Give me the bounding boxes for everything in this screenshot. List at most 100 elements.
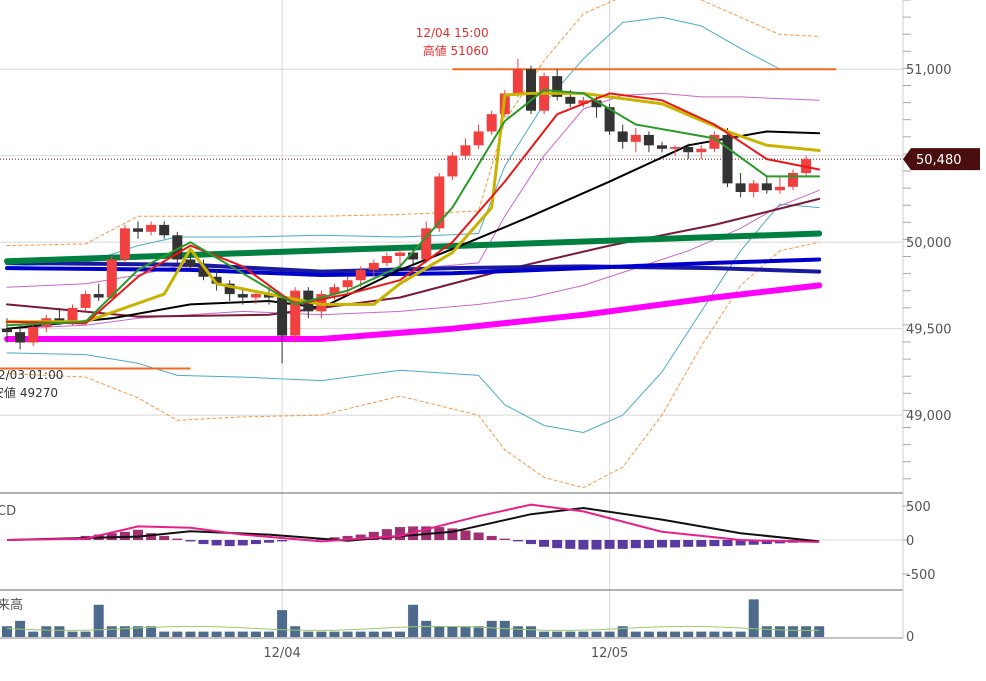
volume-bar: [774, 626, 785, 637]
series-line-ma-long-1: [5, 257, 822, 277]
current-price-label: 50,480: [916, 153, 962, 168]
volume-bar: [630, 631, 641, 637]
candle-body: [460, 145, 471, 156]
volume-bar: [264, 631, 274, 637]
candle-body: [748, 183, 759, 193]
macd-histogram-bar: [329, 537, 340, 540]
candle-body: [211, 276, 222, 284]
macd-histogram-bar: [211, 540, 222, 546]
macd-histogram-bar: [146, 533, 157, 540]
macd-histogram-bar: [578, 540, 589, 550]
macd-histogram-bar: [198, 540, 209, 545]
candle-body: [591, 100, 602, 108]
macd-signal-line: [6, 506, 820, 543]
volume-bar: [93, 604, 104, 637]
candle-body: [355, 269, 366, 281]
macd-tick-label: 0: [906, 534, 914, 549]
price-tick-label: 51,000: [906, 63, 952, 78]
volume-bar: [696, 631, 707, 637]
macd-tick-label: -500: [906, 568, 936, 583]
candle-body: [722, 134, 733, 184]
series-line-ichimoku-span-a: [4, 230, 823, 265]
candle-body: [185, 259, 196, 267]
volume-bar: [28, 631, 39, 637]
candle-body: [486, 114, 497, 132]
candle-body: [683, 147, 694, 153]
candle-body: [250, 294, 261, 298]
volume-bar: [185, 631, 196, 637]
macd-histogram-bar: [512, 540, 523, 542]
volume-bar: [146, 626, 157, 637]
candle-body: [93, 294, 104, 298]
current-price-badge-bg: [903, 148, 980, 171]
volume-bar: [277, 610, 288, 637]
macd-histogram-bar: [526, 540, 536, 545]
volume-bar: [159, 631, 170, 637]
volume-bar: [526, 626, 536, 637]
macd-histogram-bar: [368, 531, 379, 540]
candle-body: [329, 287, 340, 295]
volume-bar: [211, 631, 222, 637]
volume-bar: [250, 631, 261, 637]
macd-histogram-bar: [381, 529, 392, 540]
macd-histogram-bar: [696, 540, 707, 547]
macd-histogram-bar: [159, 535, 170, 540]
volume-bar: [657, 631, 667, 637]
macd-histogram-bar: [473, 532, 484, 540]
price-tick-label: 49,000: [906, 409, 952, 424]
candle-body: [408, 252, 419, 260]
candle-body: [552, 76, 563, 97]
candle-body: [316, 294, 327, 312]
candle-body: [630, 134, 641, 142]
volume-bar: [735, 631, 746, 637]
volume-bar: [486, 620, 497, 637]
candle-body: [774, 186, 785, 191]
candle-body: [133, 228, 143, 232]
macd-histogram-bar: [250, 540, 261, 545]
macd-histogram-bar: [133, 529, 143, 540]
volume-average-line: [6, 625, 820, 631]
volume-tick-label: 0: [906, 630, 914, 645]
high-annotation-label: 高値 51060: [423, 43, 489, 58]
macd-histogram-bar: [264, 540, 274, 543]
volume-bar: [381, 631, 392, 637]
low-annotation-label: 安値 49270: [0, 385, 58, 400]
macd-histogram-bar: [539, 540, 550, 547]
volume-bar: [303, 631, 314, 637]
candle-body: [447, 155, 458, 177]
macd-histogram-bar: [722, 540, 733, 547]
volume-bar: [342, 631, 353, 637]
candle-body: [119, 228, 130, 260]
series-line-bb-lower-3: [6, 241, 820, 489]
macd-histogram-bar: [460, 530, 471, 540]
volume-bar: [224, 631, 235, 637]
macd-histogram-bar: [342, 535, 353, 540]
candle-body: [617, 131, 628, 142]
volume-bar: [80, 631, 91, 637]
volume-bar: [395, 631, 405, 637]
candle-body: [290, 290, 301, 336]
volume-bar: [814, 626, 825, 637]
volume-bar: [512, 626, 523, 637]
volume-bar: [316, 631, 327, 637]
volume-bar: [447, 626, 458, 637]
macd-histogram-bar: [748, 540, 759, 545]
volume-bar: [133, 626, 143, 637]
candle-body: [237, 294, 248, 298]
macd-histogram-bar: [683, 540, 694, 547]
macd-histogram-bar: [395, 527, 405, 540]
volume-bar: [172, 631, 183, 637]
x-axis-label: 12/04: [263, 646, 300, 661]
candle-body: [512, 69, 523, 94]
macd-histogram-bar: [277, 540, 288, 542]
macd-tick-label: 500: [906, 500, 931, 515]
price-tick-label: 50,000: [906, 236, 952, 251]
candle-body: [735, 183, 746, 193]
macd-histogram-bar: [499, 538, 510, 540]
volume-bar: [290, 626, 301, 637]
volume-bar: [198, 631, 209, 637]
candle-body: [368, 262, 379, 270]
macd-histogram-bar: [630, 540, 641, 549]
series-line-bb-upper-3: [6, 0, 820, 247]
